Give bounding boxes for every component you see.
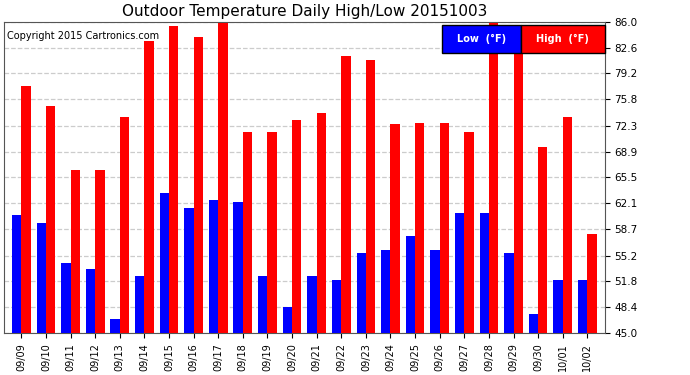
Bar [120, 117, 129, 333]
Bar [292, 120, 302, 333]
Title: Outdoor Temperature Daily High/Low 20151003: Outdoor Temperature Daily High/Low 20151… [121, 4, 487, 19]
Bar [258, 276, 268, 333]
Bar [381, 250, 391, 333]
Bar [233, 202, 243, 333]
Bar [538, 147, 547, 333]
Bar [12, 215, 21, 333]
Bar [110, 320, 120, 333]
Bar [95, 170, 105, 333]
Bar [504, 254, 513, 333]
Bar [553, 280, 563, 333]
Bar [307, 276, 317, 333]
Bar [135, 276, 144, 333]
Bar [37, 223, 46, 333]
Bar [169, 26, 179, 333]
Text: High  (°F): High (°F) [536, 34, 589, 44]
Bar [464, 132, 473, 333]
Bar [578, 280, 587, 333]
Bar [159, 193, 169, 333]
Bar [415, 123, 424, 333]
Bar [455, 213, 464, 333]
Bar [61, 263, 70, 333]
Bar [332, 280, 342, 333]
Bar [209, 200, 218, 333]
Bar [489, 23, 498, 333]
Bar [317, 113, 326, 333]
Bar [366, 60, 375, 333]
Bar [391, 124, 400, 333]
Bar [243, 132, 253, 333]
Bar [440, 123, 449, 333]
Bar [342, 56, 351, 333]
Bar [144, 41, 154, 333]
Bar [70, 170, 80, 333]
Bar [431, 250, 440, 333]
Bar [218, 23, 228, 333]
FancyBboxPatch shape [442, 25, 520, 53]
Text: Low  (°F): Low (°F) [457, 34, 506, 44]
Bar [357, 254, 366, 333]
Bar [513, 46, 523, 333]
Bar [184, 208, 194, 333]
Bar [86, 268, 95, 333]
Bar [587, 234, 597, 333]
Bar [46, 106, 55, 333]
Bar [283, 306, 292, 333]
Bar [194, 37, 203, 333]
Bar [268, 132, 277, 333]
Bar [480, 213, 489, 333]
FancyBboxPatch shape [520, 25, 604, 53]
Bar [529, 314, 538, 333]
Text: Copyright 2015 Cartronics.com: Copyright 2015 Cartronics.com [7, 31, 159, 41]
Bar [21, 86, 31, 333]
Bar [563, 117, 572, 333]
Bar [406, 236, 415, 333]
